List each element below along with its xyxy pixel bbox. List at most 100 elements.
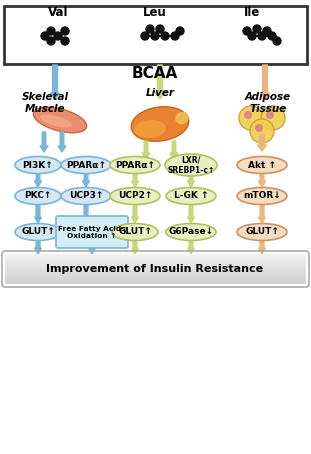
Text: PPARα↑: PPARα↑ <box>66 161 106 169</box>
Circle shape <box>151 32 159 40</box>
Circle shape <box>266 111 274 119</box>
Ellipse shape <box>237 223 287 241</box>
FancyBboxPatch shape <box>5 281 306 282</box>
FancyBboxPatch shape <box>5 280 306 281</box>
Circle shape <box>47 27 55 35</box>
FancyBboxPatch shape <box>5 272 306 273</box>
Ellipse shape <box>33 107 87 133</box>
FancyBboxPatch shape <box>5 255 306 256</box>
Ellipse shape <box>61 188 111 204</box>
FancyBboxPatch shape <box>5 270 306 271</box>
Text: PKC↑: PKC↑ <box>24 192 52 201</box>
FancyArrow shape <box>132 205 138 223</box>
Ellipse shape <box>110 157 160 173</box>
FancyBboxPatch shape <box>5 262 306 263</box>
Ellipse shape <box>61 157 111 173</box>
Text: UCP2↑: UCP2↑ <box>118 192 152 201</box>
FancyArrow shape <box>188 174 194 187</box>
FancyArrow shape <box>156 65 165 99</box>
Circle shape <box>239 106 263 130</box>
FancyArrow shape <box>58 132 66 152</box>
FancyArrow shape <box>170 141 178 159</box>
FancyBboxPatch shape <box>5 258 306 259</box>
FancyBboxPatch shape <box>5 266 306 267</box>
Ellipse shape <box>112 223 158 241</box>
Text: Skeletal
Muscle: Skeletal Muscle <box>21 92 68 114</box>
Text: GLUT↑: GLUT↑ <box>245 227 279 237</box>
Ellipse shape <box>15 223 61 241</box>
Ellipse shape <box>134 120 166 138</box>
Text: Val: Val <box>48 5 68 19</box>
FancyArrow shape <box>132 241 138 254</box>
FancyBboxPatch shape <box>5 259 306 260</box>
FancyBboxPatch shape <box>5 264 306 265</box>
FancyBboxPatch shape <box>5 263 306 264</box>
Circle shape <box>273 37 281 45</box>
FancyBboxPatch shape <box>5 279 306 280</box>
FancyArrow shape <box>50 65 59 99</box>
FancyBboxPatch shape <box>5 267 306 268</box>
Circle shape <box>253 25 261 33</box>
FancyArrow shape <box>258 174 266 187</box>
FancyBboxPatch shape <box>5 277 306 278</box>
Circle shape <box>141 32 149 40</box>
FancyBboxPatch shape <box>5 260 306 261</box>
Text: Leu: Leu <box>143 5 167 19</box>
FancyBboxPatch shape <box>5 273 306 274</box>
FancyArrow shape <box>82 205 90 223</box>
FancyBboxPatch shape <box>5 276 306 277</box>
FancyBboxPatch shape <box>5 269 306 270</box>
FancyArrow shape <box>35 205 41 223</box>
Ellipse shape <box>175 112 189 124</box>
Ellipse shape <box>15 157 61 173</box>
FancyArrow shape <box>35 174 41 187</box>
Ellipse shape <box>15 188 61 204</box>
Ellipse shape <box>110 188 160 204</box>
Circle shape <box>47 37 55 45</box>
FancyArrow shape <box>258 205 266 223</box>
Text: BCAA: BCAA <box>132 65 178 80</box>
Circle shape <box>258 32 266 40</box>
FancyArrow shape <box>35 241 41 254</box>
Text: mTOR↓: mTOR↓ <box>243 192 281 201</box>
FancyBboxPatch shape <box>4 6 307 64</box>
FancyArrow shape <box>188 205 194 223</box>
Circle shape <box>176 27 184 35</box>
FancyArrow shape <box>40 132 48 152</box>
Text: Liver: Liver <box>146 88 174 98</box>
FancyBboxPatch shape <box>5 274 306 275</box>
Circle shape <box>54 32 62 40</box>
Text: Ile: Ile <box>244 5 260 19</box>
FancyBboxPatch shape <box>5 271 306 272</box>
Ellipse shape <box>166 188 216 204</box>
FancyBboxPatch shape <box>5 256 306 257</box>
FancyBboxPatch shape <box>5 278 306 279</box>
Ellipse shape <box>165 154 217 176</box>
FancyArrow shape <box>82 174 90 187</box>
Text: G6Pase↓: G6Pase↓ <box>169 227 214 237</box>
Text: GLUT↑: GLUT↑ <box>21 227 55 237</box>
FancyBboxPatch shape <box>5 257 306 258</box>
FancyArrow shape <box>258 241 266 254</box>
FancyArrow shape <box>132 174 138 187</box>
Ellipse shape <box>131 107 189 141</box>
FancyBboxPatch shape <box>56 216 128 248</box>
Text: L-GK ↑: L-GK ↑ <box>174 192 208 201</box>
Circle shape <box>161 32 169 40</box>
Circle shape <box>261 106 285 130</box>
FancyBboxPatch shape <box>5 254 306 255</box>
Text: Akt ↑: Akt ↑ <box>248 161 276 169</box>
Circle shape <box>243 27 251 35</box>
Ellipse shape <box>237 157 287 173</box>
Ellipse shape <box>40 114 72 128</box>
Circle shape <box>250 119 274 143</box>
Circle shape <box>268 32 276 40</box>
FancyBboxPatch shape <box>5 268 306 269</box>
Circle shape <box>146 25 154 33</box>
Text: Improvement of Insulin Resistance: Improvement of Insulin Resistance <box>46 264 263 274</box>
FancyBboxPatch shape <box>5 282 306 283</box>
Text: GLUT↑: GLUT↑ <box>118 227 152 237</box>
FancyArrow shape <box>188 241 194 254</box>
FancyBboxPatch shape <box>5 265 306 266</box>
Text: PPARα↑: PPARα↑ <box>115 161 155 169</box>
